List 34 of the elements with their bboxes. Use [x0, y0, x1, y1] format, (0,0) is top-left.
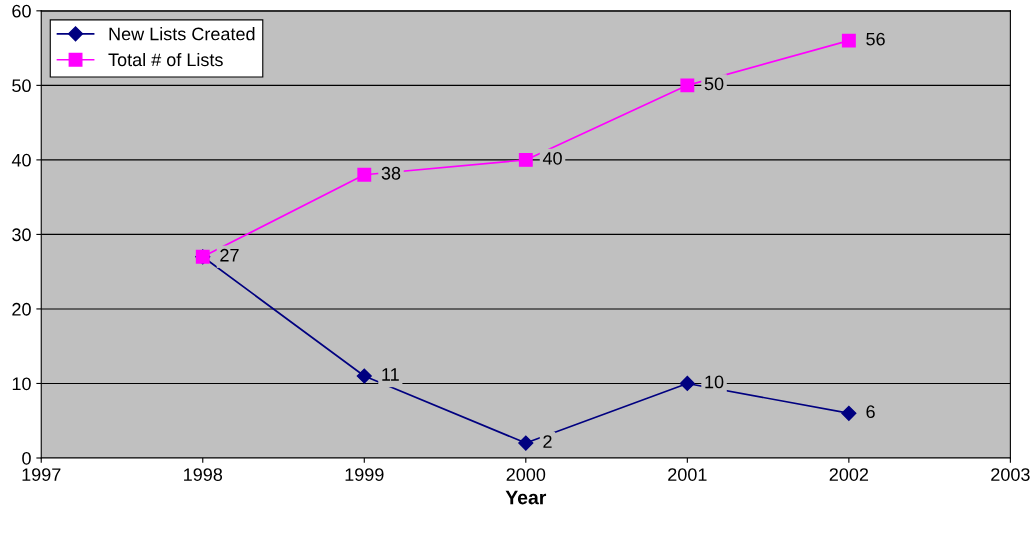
point	[356, 368, 372, 384]
point	[841, 405, 857, 421]
y-tick-label: 40	[11, 153, 31, 167]
y-tick-label: 20	[12, 302, 31, 316]
legend-label: New Lists Created	[109, 27, 255, 41]
data-label: 27	[220, 248, 239, 262]
point	[357, 167, 372, 182]
y-tick-label: 10	[12, 377, 31, 391]
y-tick-label: 50	[12, 79, 31, 93]
data-label: 40	[542, 151, 562, 165]
x-tick-label: 1997	[22, 468, 61, 481]
y-tick-label: 60	[12, 4, 31, 18]
y-tick-label: 0	[22, 451, 31, 465]
data-label: 50	[704, 77, 724, 91]
y-tick-label: 30	[12, 228, 31, 242]
x-tick-label: 2002	[829, 468, 869, 481]
x-tick-label: 2001	[668, 468, 707, 481]
point	[680, 78, 695, 93]
x-tick-label: 1999	[345, 468, 384, 481]
point	[679, 375, 695, 392]
point	[518, 152, 533, 167]
x-tick-label: 2003	[991, 468, 1030, 481]
data-label: 11	[382, 368, 399, 381]
x-tick-label: 2000	[506, 468, 546, 481]
legend-label: Total # of Lists	[108, 52, 223, 67]
data-label: 56	[866, 32, 885, 46]
x-axis-title: Year	[505, 490, 547, 505]
x-tick-label: 1998	[184, 468, 223, 481]
data-label: 38	[381, 166, 401, 180]
point	[841, 33, 856, 48]
data-label: 10	[705, 375, 724, 389]
data-label: 6	[866, 405, 875, 419]
data-label: 2	[543, 435, 552, 448]
point	[518, 435, 534, 451]
